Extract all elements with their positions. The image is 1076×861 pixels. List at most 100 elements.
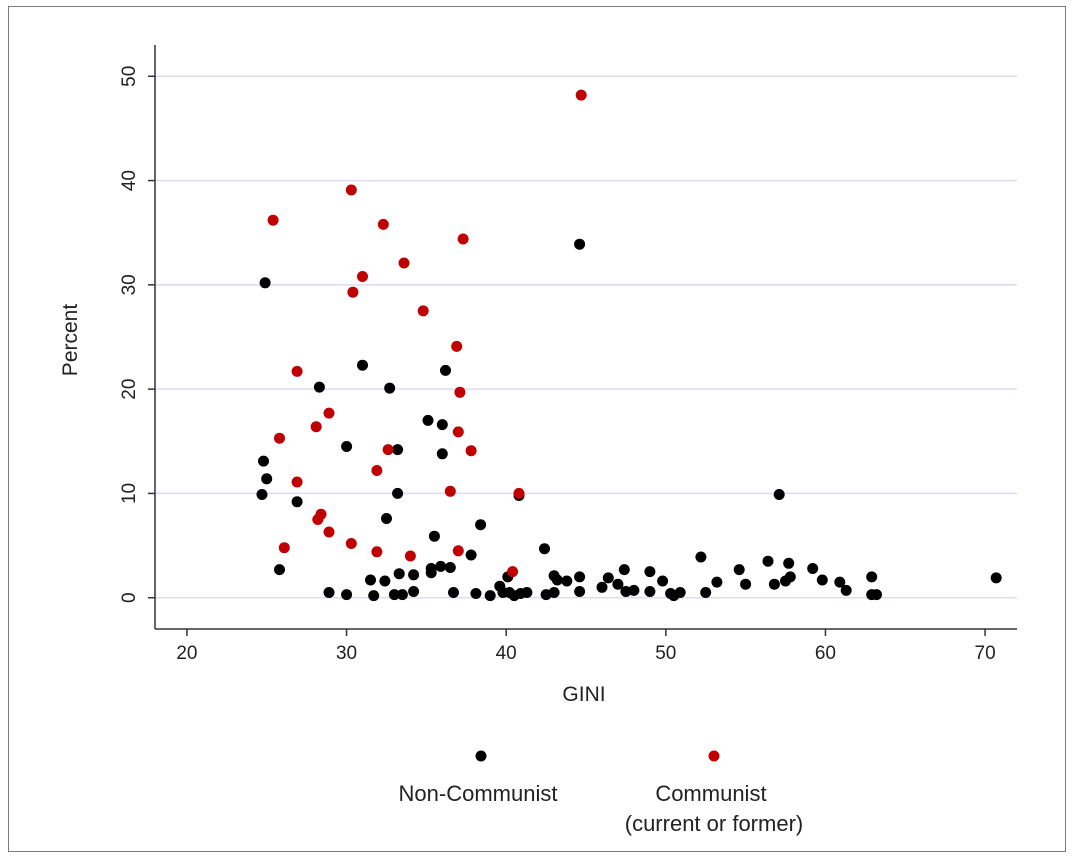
- point-non-communist: [408, 569, 420, 581]
- point-non-communist: [465, 549, 477, 561]
- point-non-communist: [768, 578, 780, 590]
- point-non-communist: [574, 571, 586, 583]
- chart-frame: 20 30 40 50 60 70 0 10 20 30 40 50 GINI Percent No…: [8, 6, 1066, 852]
- point-non-communist: [261, 473, 273, 485]
- point-non-communist: [773, 489, 785, 500]
- point-non-communist: [274, 564, 285, 576]
- point-non-communist: [783, 557, 795, 569]
- legend-label-non-communist: Non-Communist: [399, 781, 558, 806]
- y-axis-title: Percent: [59, 304, 82, 377]
- point-non-communist: [644, 586, 656, 597]
- point-communist: [357, 271, 368, 282]
- point-non-communist: [990, 572, 1002, 584]
- legend: Non-Communist Communist (current or form…: [399, 750, 803, 836]
- point-non-communist: [448, 587, 459, 598]
- point-non-communist: [574, 238, 586, 250]
- point-non-communist: [762, 555, 774, 567]
- point-non-communist: [368, 590, 380, 602]
- point-non-communist: [834, 576, 846, 588]
- point-communist: [315, 508, 327, 520]
- x-tick-label: 30: [336, 643, 357, 664]
- point-non-communist: [435, 560, 447, 572]
- x-tick-label: 50: [655, 643, 676, 664]
- y-tick-label: 0: [119, 592, 140, 603]
- point-non-communist: [341, 441, 353, 452]
- point-communist: [452, 426, 464, 438]
- point-non-communist: [365, 574, 376, 586]
- point-non-communist: [657, 575, 669, 587]
- point-non-communist: [596, 581, 608, 593]
- point-non-communist: [425, 567, 437, 579]
- point-communist: [291, 365, 303, 377]
- point-non-communist: [644, 566, 656, 578]
- point-non-communist: [871, 589, 882, 601]
- x-axis-title: GINI: [562, 683, 605, 706]
- y-tick-label: 50: [119, 66, 140, 87]
- point-non-communist: [436, 419, 448, 431]
- point-non-communist: [807, 563, 819, 574]
- point-non-communist: [384, 382, 396, 394]
- point-communist: [371, 465, 383, 476]
- point-non-communist: [408, 586, 420, 597]
- point-communist: [513, 487, 525, 499]
- point-non-communist: [602, 572, 614, 584]
- point-communist: [267, 214, 279, 226]
- legend-marker-non-communist: [475, 750, 487, 762]
- y-ticks: 0 10 20 30 40 50: [119, 66, 155, 603]
- point-non-communist: [258, 455, 269, 467]
- point-communist: [382, 444, 394, 456]
- point-non-communist: [574, 586, 586, 597]
- point-non-communist: [628, 584, 640, 596]
- point-non-communist: [816, 574, 828, 586]
- point-communist: [323, 526, 335, 538]
- point-communist: [371, 546, 383, 558]
- point-non-communist: [561, 575, 573, 587]
- point-communist: [417, 305, 429, 317]
- point-non-communist: [551, 574, 563, 586]
- point-non-communist: [381, 513, 392, 524]
- point-communist: [345, 184, 357, 196]
- point-communist: [452, 545, 464, 557]
- point-non-communist: [618, 564, 630, 576]
- axes: [154, 45, 1017, 630]
- point-non-communist: [866, 571, 878, 583]
- point-communist: [465, 445, 477, 457]
- point-non-communist: [379, 575, 391, 587]
- point-non-communist: [341, 589, 353, 601]
- data-points: [256, 89, 1002, 602]
- point-non-communist: [357, 359, 368, 371]
- point-non-communist: [711, 576, 723, 588]
- x-tick-label: 40: [496, 643, 517, 664]
- point-non-communist: [392, 444, 404, 456]
- point-communist: [278, 542, 290, 554]
- point-non-communist: [256, 489, 268, 500]
- point-non-communist: [733, 564, 745, 576]
- grid-lines: [155, 75, 1017, 599]
- point-non-communist: [620, 586, 632, 597]
- point-non-communist: [784, 571, 796, 583]
- point-non-communist: [444, 562, 456, 573]
- point-communist: [444, 485, 456, 497]
- point-non-communist: [840, 584, 852, 596]
- point-communist: [377, 218, 389, 230]
- point-non-communist: [313, 381, 325, 393]
- point-non-communist: [521, 587, 533, 598]
- point-non-communist: [396, 589, 408, 601]
- y-tick-label: 10: [119, 483, 140, 504]
- point-non-communist: [440, 364, 451, 376]
- point-non-communist: [470, 588, 482, 599]
- point-non-communist: [740, 578, 752, 590]
- legend-marker-communist: [708, 750, 720, 762]
- x-tick-label: 60: [815, 643, 836, 664]
- point-communist: [507, 566, 519, 578]
- point-communist: [404, 550, 416, 562]
- scatter-chart: 20 30 40 50 60 70 0 10 20 30 40 50 GINI Percent No…: [59, 45, 1017, 836]
- point-communist: [398, 257, 410, 269]
- point-communist: [575, 89, 587, 101]
- x-tick-label: 70: [975, 643, 996, 664]
- point-communist: [274, 432, 285, 444]
- point-non-communist: [484, 590, 496, 602]
- y-tick-label: 40: [119, 170, 140, 191]
- point-communist: [323, 407, 335, 419]
- point-non-communist: [323, 587, 335, 598]
